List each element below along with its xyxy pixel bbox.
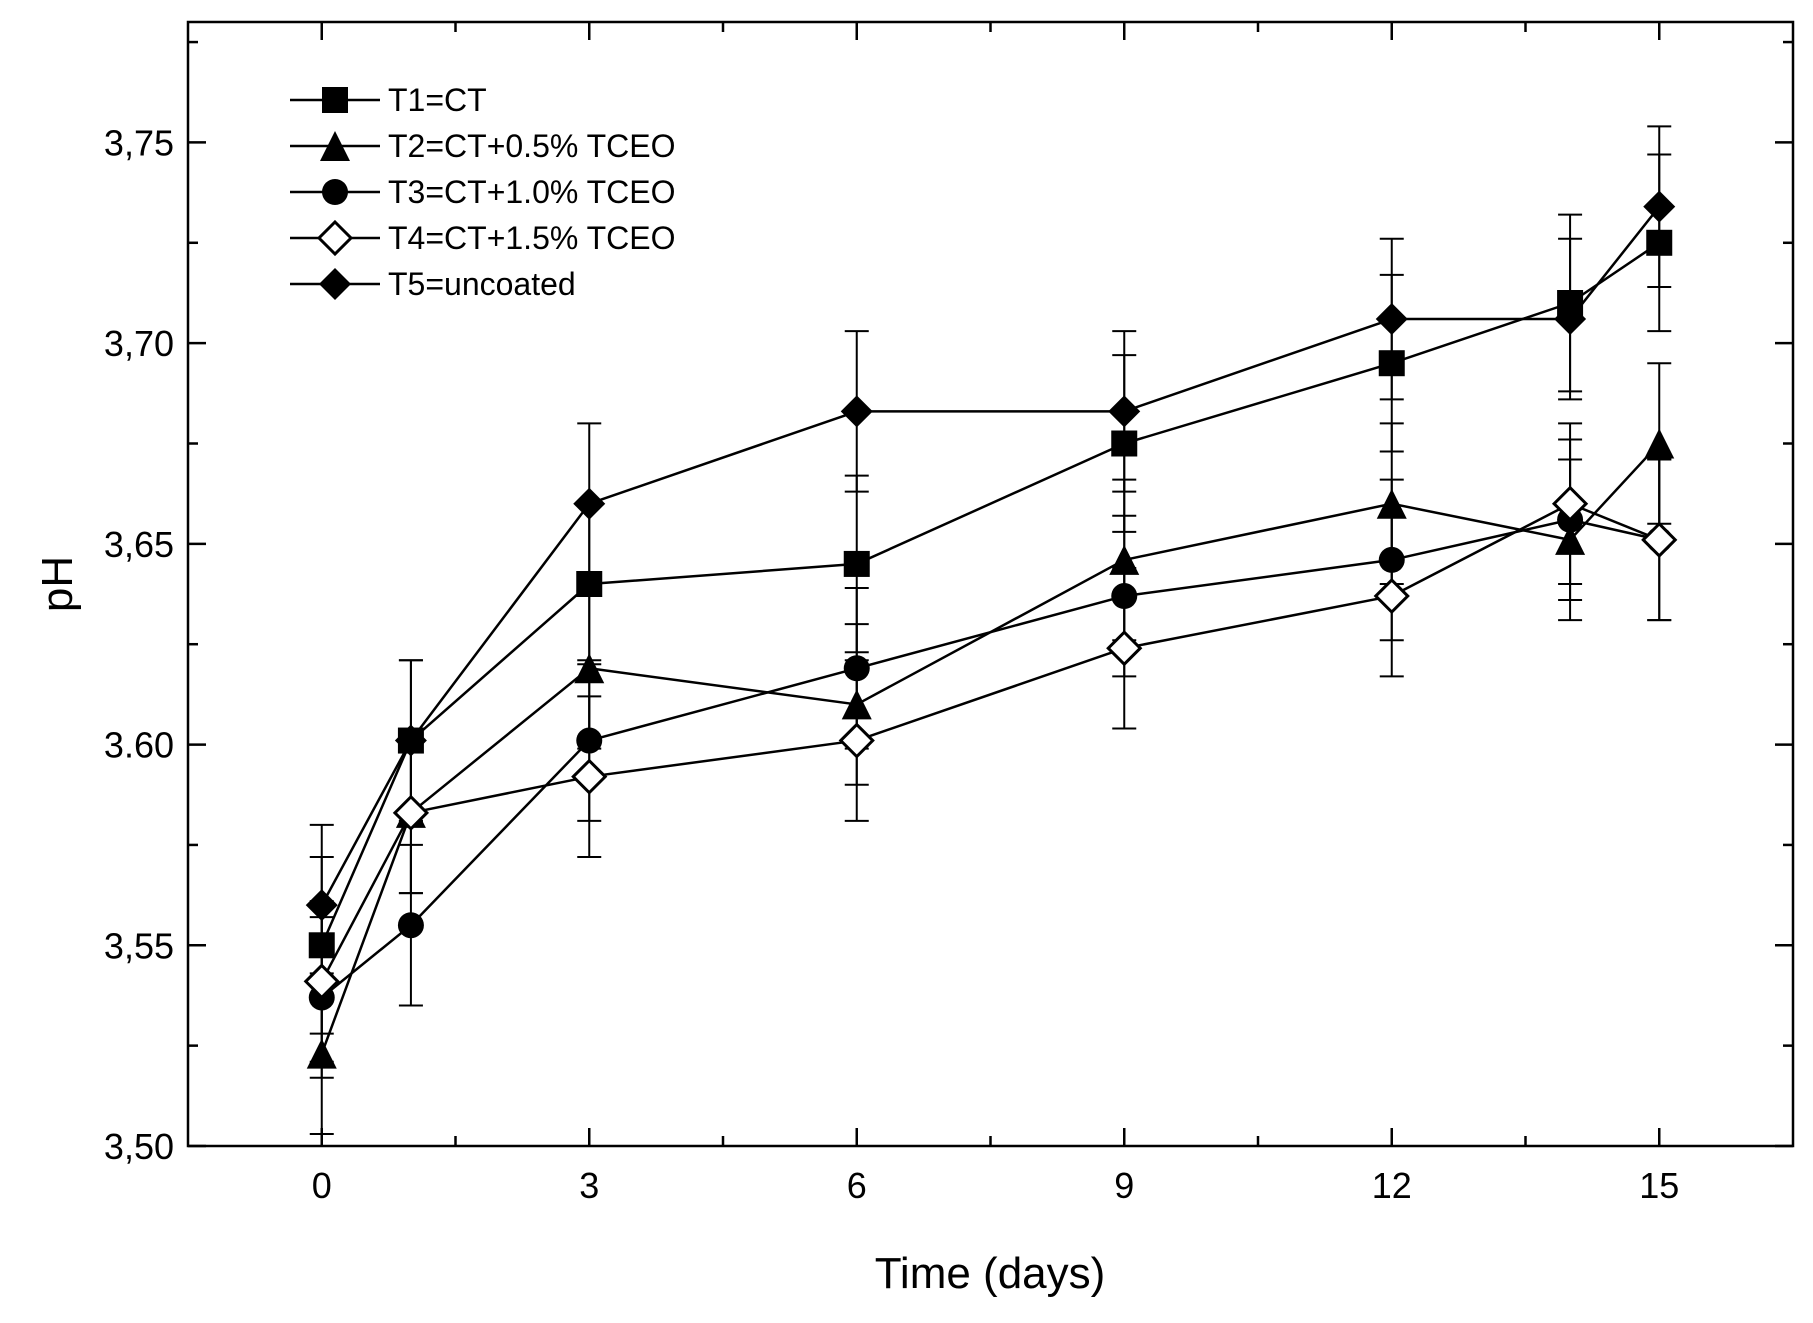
y-tick-label: 3,55 xyxy=(104,925,174,966)
x-tick-label: 12 xyxy=(1372,1165,1412,1206)
legend-label: T4=CT+1.5% TCEO xyxy=(388,220,676,256)
data-point-t5 xyxy=(573,487,606,520)
data-point-t5 xyxy=(1554,303,1587,336)
data-point-t5 xyxy=(1643,190,1676,223)
y-axis-title: pH xyxy=(33,556,82,612)
legend-label: T5=uncoated xyxy=(388,266,576,302)
y-tick-label: 3.60 xyxy=(104,725,174,766)
data-point-t5 xyxy=(840,395,873,428)
y-tick-label: 3,75 xyxy=(104,122,174,163)
data-point-t1 xyxy=(576,571,603,597)
data-point-t4 xyxy=(838,722,875,759)
series-line-t3 xyxy=(320,518,1660,999)
legend-marker xyxy=(320,131,350,161)
plot-frame xyxy=(186,20,1795,1148)
data-point-t1 xyxy=(308,932,335,959)
data-point-t3 xyxy=(576,727,603,754)
data-point-t4 xyxy=(303,963,340,1000)
y-tick-label: 3,70 xyxy=(104,323,174,364)
x-tick-label: 9 xyxy=(1114,1165,1134,1206)
x-tick-label: 3 xyxy=(579,1165,599,1206)
y-tick-label: 3,50 xyxy=(104,1126,174,1167)
data-point-t2 xyxy=(306,1038,337,1069)
data-point-t3 xyxy=(1378,546,1405,573)
legend-marker xyxy=(316,219,354,257)
x-axis-title: Time (days) xyxy=(875,1249,1106,1298)
tick-labels: 0 3 6 9 12 15 3,50 3,55 3.60 3,65 3,70 3,75 xyxy=(104,122,1679,1206)
data-point-t2 xyxy=(1109,544,1140,575)
legend-marker xyxy=(319,268,351,300)
data-point-t2 xyxy=(1376,488,1407,519)
data-point-t4 xyxy=(1641,521,1678,558)
data-point-t5 xyxy=(305,889,338,922)
x-tick-label: 0 xyxy=(312,1165,332,1206)
data-point-t2 xyxy=(841,689,872,720)
data-point-t2 xyxy=(1555,524,1586,555)
series-line-t4 xyxy=(320,502,1660,982)
series-line-t1 xyxy=(320,241,1660,946)
x-tick-label: 15 xyxy=(1639,1165,1679,1206)
data-point-t3 xyxy=(843,655,870,682)
data-point-t4 xyxy=(1373,577,1410,615)
data-point-t3 xyxy=(1111,583,1138,610)
x-tick-label: 6 xyxy=(847,1165,867,1206)
legend-label: T3=CT+1.0% TCEO xyxy=(388,174,676,210)
y-tick-label: 3,65 xyxy=(104,524,174,565)
data-point-t4 xyxy=(392,794,430,831)
series-line-t5 xyxy=(320,205,1661,906)
data-point-t5 xyxy=(1108,395,1141,428)
data-point-t1 xyxy=(1646,229,1673,256)
data-point-t3 xyxy=(397,912,424,939)
legend-label: T2=CT+0.5% TCEO xyxy=(388,128,676,164)
legend: T1=CT T2=CT+0.5% TCEO T3=CT+1.0% TCEO T4=CT… xyxy=(290,82,676,302)
data-point-t4 xyxy=(571,758,608,795)
series-lines xyxy=(320,205,1661,1055)
series-markers xyxy=(303,190,1678,1069)
data-point-t2 xyxy=(574,653,605,684)
data-point-t5 xyxy=(1375,303,1408,336)
legend-marker xyxy=(322,87,348,113)
data-point-t2 xyxy=(1644,428,1675,459)
data-point-t1 xyxy=(1378,350,1405,377)
data-point-t4 xyxy=(1551,485,1589,522)
data-point-t5 xyxy=(394,724,427,757)
legend-label: T1=CT xyxy=(388,82,487,118)
data-point-t1 xyxy=(843,550,870,577)
data-point-t4 xyxy=(1106,630,1143,667)
legend-marker xyxy=(322,179,348,205)
data-point-t1 xyxy=(1111,430,1138,457)
